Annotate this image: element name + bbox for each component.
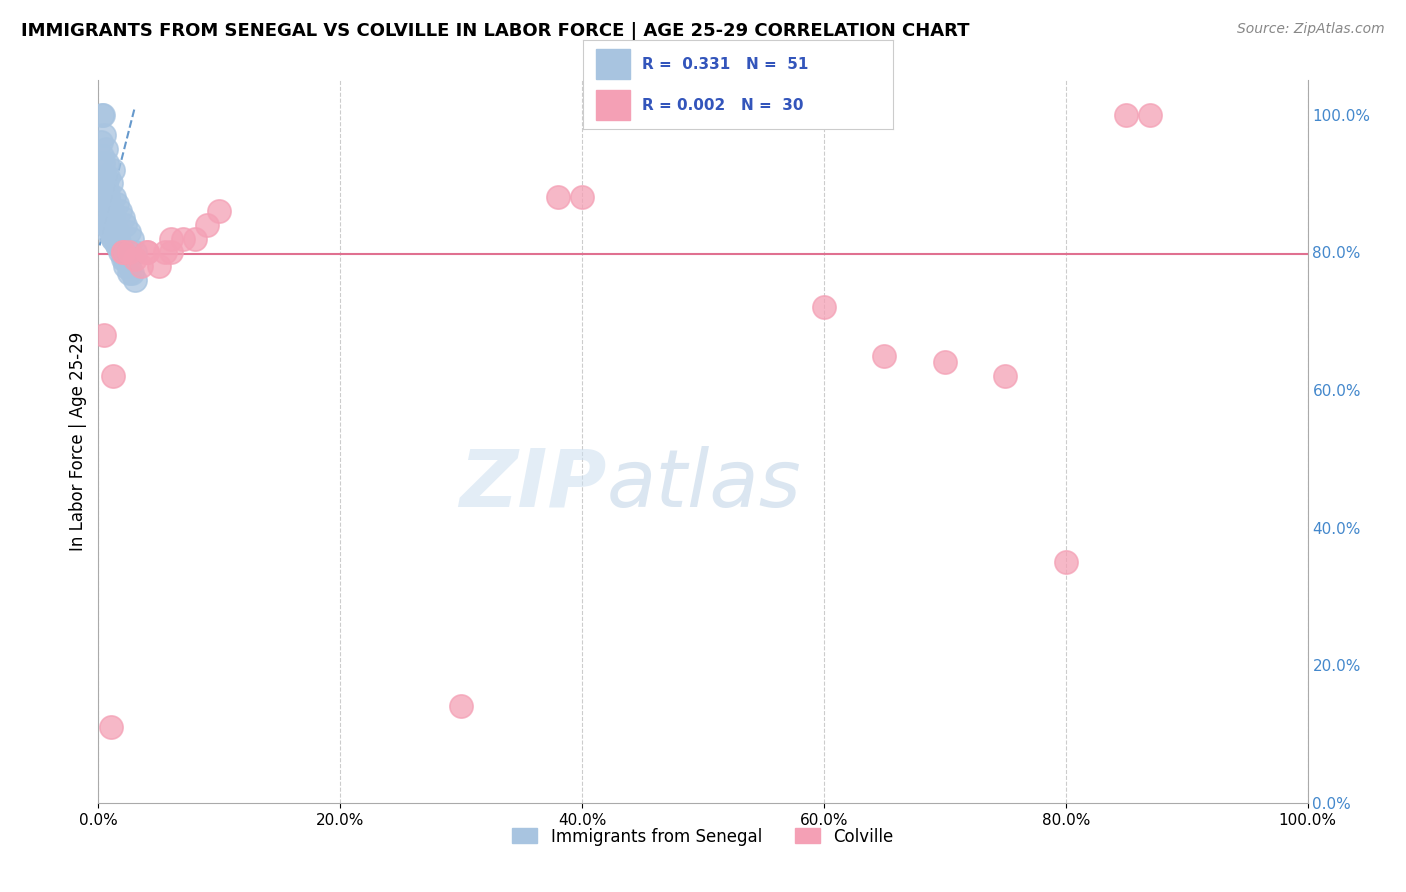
Point [103, 190, 125, 204]
Point [96, 156, 118, 170]
Point [111, 252, 134, 267]
Point [94, 218, 117, 232]
Text: R =  0.331   N =  51: R = 0.331 N = 51 [643, 57, 808, 71]
Point [121, 231, 143, 245]
Point [1054, 555, 1077, 569]
Point [93, 128, 115, 143]
Point [100, 177, 122, 191]
Point [124, 252, 146, 267]
Point [91, 149, 114, 163]
Point [91, 108, 114, 122]
Point [94, 142, 117, 156]
Point [1115, 108, 1137, 122]
Point [994, 369, 1017, 384]
Point [118, 266, 141, 280]
Point [135, 245, 157, 260]
Text: ZIP: ZIP [458, 446, 606, 524]
Point [111, 245, 134, 260]
Point [105, 225, 128, 239]
Point [94, 211, 117, 225]
Point [111, 245, 134, 260]
Point [195, 218, 218, 232]
Point [101, 162, 124, 177]
Point [98, 197, 121, 211]
Point [96, 183, 118, 197]
Point [547, 190, 569, 204]
Point [108, 238, 131, 252]
Text: IMMIGRANTS FROM SENEGAL VS COLVILLE IN LABOR FORCE | AGE 25-29 CORRELATION CHART: IMMIGRANTS FROM SENEGAL VS COLVILLE IN L… [21, 22, 970, 40]
Point [118, 225, 141, 239]
Point [97, 225, 120, 239]
Point [97, 218, 120, 232]
Point [93, 327, 115, 342]
Point [184, 231, 207, 245]
FancyBboxPatch shape [596, 90, 630, 120]
Point [105, 238, 128, 252]
Point [100, 720, 122, 734]
Point [813, 301, 835, 315]
Point [450, 699, 472, 714]
Point [934, 355, 956, 369]
Point [135, 245, 157, 260]
Point [114, 218, 136, 232]
Point [148, 259, 170, 273]
Point [108, 204, 131, 219]
Text: R = 0.002   N =  30: R = 0.002 N = 30 [643, 98, 804, 112]
Text: atlas: atlas [606, 446, 801, 524]
Point [105, 197, 128, 211]
Point [118, 259, 141, 273]
Point [107, 231, 129, 245]
Point [873, 349, 896, 363]
Point [97, 169, 120, 184]
Point [101, 369, 124, 384]
Point [160, 245, 183, 260]
Point [111, 211, 134, 225]
Point [153, 245, 176, 260]
Point [91, 204, 114, 219]
Point [100, 204, 122, 219]
Point [90, 135, 112, 149]
Point [692, 108, 714, 122]
Point [108, 245, 131, 260]
Point [101, 211, 124, 225]
Point [1139, 108, 1161, 122]
Point [124, 273, 146, 287]
FancyBboxPatch shape [596, 49, 630, 79]
Point [208, 204, 231, 219]
Point [91, 190, 114, 204]
Text: Source: ZipAtlas.com: Source: ZipAtlas.com [1237, 22, 1385, 37]
Point [101, 231, 124, 245]
Point [91, 108, 114, 122]
Point [100, 204, 122, 219]
Point [105, 238, 128, 252]
Point [571, 190, 593, 204]
Point [111, 245, 134, 260]
Point [100, 225, 122, 239]
Point [103, 218, 125, 232]
Point [124, 245, 146, 260]
Point [93, 169, 115, 184]
Point [716, 108, 738, 122]
Point [94, 177, 117, 191]
Point [160, 231, 183, 245]
Point [114, 259, 136, 273]
Point [121, 266, 143, 280]
Point [114, 252, 136, 267]
Point [118, 245, 141, 260]
Point [172, 231, 194, 245]
Point [101, 231, 124, 245]
Y-axis label: In Labor Force | Age 25-29: In Labor Force | Age 25-29 [69, 332, 87, 551]
Point [91, 156, 114, 170]
Point [129, 259, 152, 273]
Legend: Immigrants from Senegal, Colville: Immigrants from Senegal, Colville [506, 821, 900, 852]
Point [97, 190, 120, 204]
